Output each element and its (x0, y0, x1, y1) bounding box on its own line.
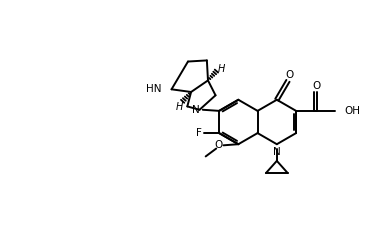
Text: OH: OH (345, 106, 360, 116)
Text: H: H (176, 102, 183, 112)
Text: O: O (286, 70, 294, 80)
Text: O: O (215, 140, 223, 150)
Text: H: H (218, 64, 225, 74)
Text: O: O (312, 81, 320, 91)
Text: F: F (196, 128, 201, 138)
Text: N: N (273, 147, 281, 157)
Text: N: N (192, 105, 200, 115)
Text: HN: HN (146, 84, 161, 94)
